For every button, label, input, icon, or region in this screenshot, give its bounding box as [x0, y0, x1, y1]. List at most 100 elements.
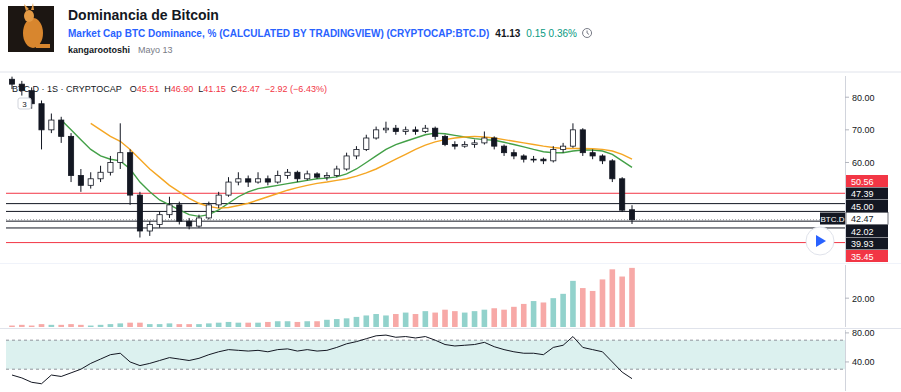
price: 41.13	[495, 28, 520, 39]
ohlc-change: −2.92 (−6.43%)	[265, 84, 327, 94]
tick-mark	[845, 332, 849, 333]
volume-bar	[393, 314, 399, 327]
tick-mark	[845, 361, 849, 362]
candle-body	[285, 172, 290, 175]
price-label: 45.00	[851, 202, 874, 212]
candle-body	[246, 179, 251, 182]
candle-body	[157, 215, 162, 225]
symbol-tag: BTC.D	[821, 215, 845, 224]
volume-bar	[560, 294, 566, 327]
candle-body	[364, 138, 369, 149]
symbol-tag-bg	[820, 213, 845, 225]
candle-body	[108, 162, 113, 172]
ohlc-value: 41.15	[203, 84, 226, 94]
price-line	[6, 203, 845, 204]
tick-mark	[845, 162, 849, 163]
candle-body	[59, 120, 64, 136]
author: kangarootoshi	[68, 45, 130, 55]
volume-bar	[167, 323, 173, 327]
volume-bar	[501, 310, 507, 327]
pane-separator	[0, 328, 901, 329]
ohlc-value: 45.51	[137, 84, 160, 94]
ohlc-value: 46.90	[171, 84, 194, 94]
price-label: 50.56	[851, 177, 874, 187]
indicator-count: 3	[22, 100, 27, 109]
volume-bar	[334, 319, 340, 327]
volume-bar	[206, 323, 212, 327]
candle-body	[314, 174, 319, 177]
volume-bar	[39, 324, 45, 327]
price-label-bg	[846, 188, 888, 200]
volume-bar	[619, 277, 625, 327]
candle-body	[403, 130, 408, 132]
volume-bar	[98, 325, 104, 327]
volume-bar	[196, 324, 202, 327]
volume-bar	[186, 324, 192, 327]
volume-bar	[127, 323, 133, 327]
volume-bar	[452, 311, 458, 327]
candle-body	[462, 145, 467, 147]
date: Mayo 13	[138, 45, 173, 55]
volume-bar	[600, 279, 606, 327]
candle-body	[344, 156, 349, 169]
candle-body	[88, 179, 93, 186]
candle-body	[383, 128, 388, 130]
volume-bar	[314, 321, 320, 327]
candle-body	[521, 156, 526, 159]
volume-bar	[216, 323, 222, 327]
volume-bar	[29, 326, 35, 327]
tick-label: 70.00	[852, 125, 875, 135]
volume-bar	[78, 325, 84, 327]
tick-mark	[845, 97, 849, 98]
candle-body	[255, 179, 260, 182]
candle-body	[334, 169, 339, 176]
tick-mark	[845, 129, 849, 130]
axis-line	[845, 265, 846, 327]
header-separator	[0, 72, 901, 73]
rsi-band-line	[6, 369, 845, 370]
candle-body	[482, 138, 487, 143]
ohlc-value: 42.47	[237, 84, 260, 94]
price-label-bg	[846, 250, 888, 262]
candle-body	[137, 195, 142, 231]
rsi-band	[6, 340, 845, 369]
candle-body	[226, 182, 231, 195]
price-label-bg	[846, 213, 888, 225]
play-button-bg	[806, 227, 834, 255]
tick-mark	[845, 298, 849, 299]
candle-body	[610, 161, 615, 179]
volume-bar	[255, 323, 261, 327]
title: Dominancia de Bitcoin	[68, 7, 219, 23]
volume-bar	[511, 307, 517, 327]
candle-body	[118, 153, 123, 163]
symbol-line: Market Cap BTC Dominance, % (CALCULATED …	[68, 28, 577, 39]
volume-bar	[177, 324, 183, 327]
indicator-toggle[interactable]	[18, 98, 31, 109]
volume-bar	[491, 308, 497, 327]
volume-bar	[363, 315, 369, 327]
play-button[interactable]	[806, 227, 834, 255]
volume-bar	[442, 310, 448, 327]
volume-bar	[108, 324, 114, 327]
volume-bar	[137, 323, 143, 327]
volume-bar	[304, 321, 310, 327]
volume-bar	[482, 310, 488, 327]
volume-bar	[413, 314, 419, 327]
volume-bar	[541, 302, 547, 327]
volume-bar	[373, 314, 379, 327]
price-label-bg	[846, 200, 888, 212]
price-line	[6, 221, 845, 222]
candle-body	[236, 179, 241, 182]
volume-bar	[226, 322, 232, 327]
candle-body	[354, 149, 359, 156]
volume-bar	[590, 291, 596, 327]
candle-body	[374, 130, 379, 138]
last-price-line	[6, 219, 845, 220]
candle-body	[275, 176, 280, 183]
axis-line	[845, 330, 846, 391]
candle-body	[541, 159, 546, 161]
candle-body	[206, 205, 211, 218]
candle-body	[600, 156, 605, 161]
volume-bar	[117, 323, 123, 327]
volume-bar	[265, 322, 271, 327]
